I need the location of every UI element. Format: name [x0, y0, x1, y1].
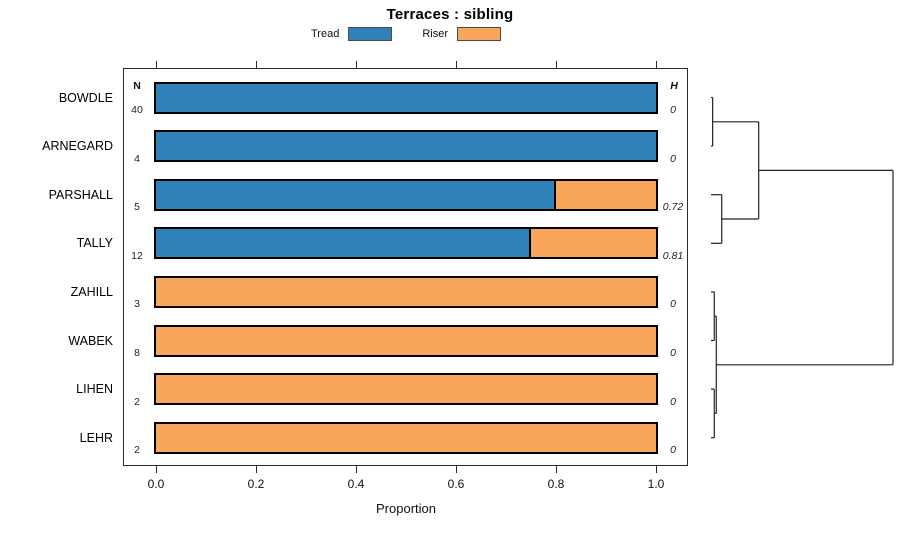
bar-segment-tread [154, 81, 658, 114]
x-tick-bottom [256, 466, 258, 473]
x-tick-top [256, 61, 258, 68]
bar-segment-tread [154, 130, 658, 163]
bar-segment-tread [154, 227, 533, 260]
bar-segment-tread [154, 178, 558, 211]
n-value: 5 [134, 201, 140, 214]
bar-segment-riser [154, 324, 658, 357]
h-value: 0 [670, 444, 676, 457]
legend: Tread Riser [311, 27, 501, 41]
x-tick-top [356, 61, 358, 68]
h-value: 0 [670, 347, 676, 359]
category-label-arnegard: ARNEGARD [42, 139, 113, 154]
n-value: 4 [134, 152, 140, 165]
legend-label-tread: Tread [311, 28, 340, 40]
n-value: 8 [134, 347, 140, 359]
category-label-parshall: PARSHALL [48, 187, 113, 202]
x-tick-label: 0.8 [547, 477, 565, 491]
legend-swatch-riser [457, 27, 501, 41]
n-value: 2 [134, 395, 140, 408]
x-tick-bottom [556, 466, 558, 473]
category-label-lihen: LIHEN [76, 382, 113, 397]
x-tick-top [156, 61, 158, 68]
x-tick-bottom [656, 466, 658, 473]
n-column-header: N [133, 80, 141, 92]
bar-segment-riser [154, 373, 658, 406]
bar-row [154, 275, 658, 308]
x-tick-label: 1.0 [647, 477, 665, 491]
x-tick-bottom [456, 466, 458, 473]
x-tick-bottom [156, 466, 158, 473]
h-value: 0 [670, 104, 676, 116]
x-tick-top [556, 61, 558, 68]
n-value: 40 [131, 104, 143, 116]
x-tick-top [456, 61, 458, 68]
bar-row [154, 178, 658, 211]
h-value: 0.81 [662, 249, 684, 262]
x-tick-label: 0.4 [347, 477, 365, 491]
n-value: 2 [134, 444, 140, 457]
category-label-bowdle: BOWDLE [58, 90, 113, 105]
x-tick-top [656, 61, 658, 68]
bar-segment-riser [554, 178, 658, 211]
n-value: 3 [134, 298, 140, 311]
bar-segment-riser [154, 275, 658, 308]
x-tick-label: 0.2 [247, 477, 265, 491]
bar-segment-riser [529, 227, 658, 260]
legend-item-riser: Riser [422, 27, 501, 41]
bar-row [154, 81, 658, 114]
category-label-wabek: WABEK [68, 333, 113, 348]
plot-box [123, 68, 688, 466]
chart-title: Terraces : sibling [386, 6, 514, 23]
category-label-lehr: LEHR [79, 430, 113, 445]
h-column-header: H [670, 80, 678, 92]
bar-row [154, 130, 658, 163]
x-tick-label: 0.6 [447, 477, 465, 491]
dendrogram [711, 96, 894, 439]
h-value: 0 [670, 395, 676, 408]
n-value: 12 [131, 249, 143, 262]
h-value: 0.72 [662, 201, 684, 214]
category-label-tally: TALLY [76, 236, 113, 251]
category-label-zahill: ZAHILL [70, 284, 113, 299]
bar-row [154, 324, 658, 357]
legend-item-tread: Tread [311, 27, 393, 41]
x-axis-title: Proportion [376, 501, 436, 516]
legend-label-riser: Riser [422, 28, 448, 40]
x-tick-bottom [356, 466, 358, 473]
bar-row [154, 373, 658, 406]
h-value: 0 [670, 152, 676, 165]
h-value: 0 [670, 298, 676, 311]
legend-swatch-tread [348, 27, 393, 41]
bar-row [154, 227, 658, 260]
bar-segment-riser [154, 421, 658, 454]
bar-row [154, 421, 658, 454]
x-tick-label: 0.0 [147, 477, 165, 491]
